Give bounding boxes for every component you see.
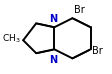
Text: CH$_3$: CH$_3$ xyxy=(2,33,20,45)
Text: N: N xyxy=(48,55,57,65)
Text: Br: Br xyxy=(92,46,102,56)
Text: Br: Br xyxy=(74,5,84,15)
Text: N: N xyxy=(49,14,57,24)
